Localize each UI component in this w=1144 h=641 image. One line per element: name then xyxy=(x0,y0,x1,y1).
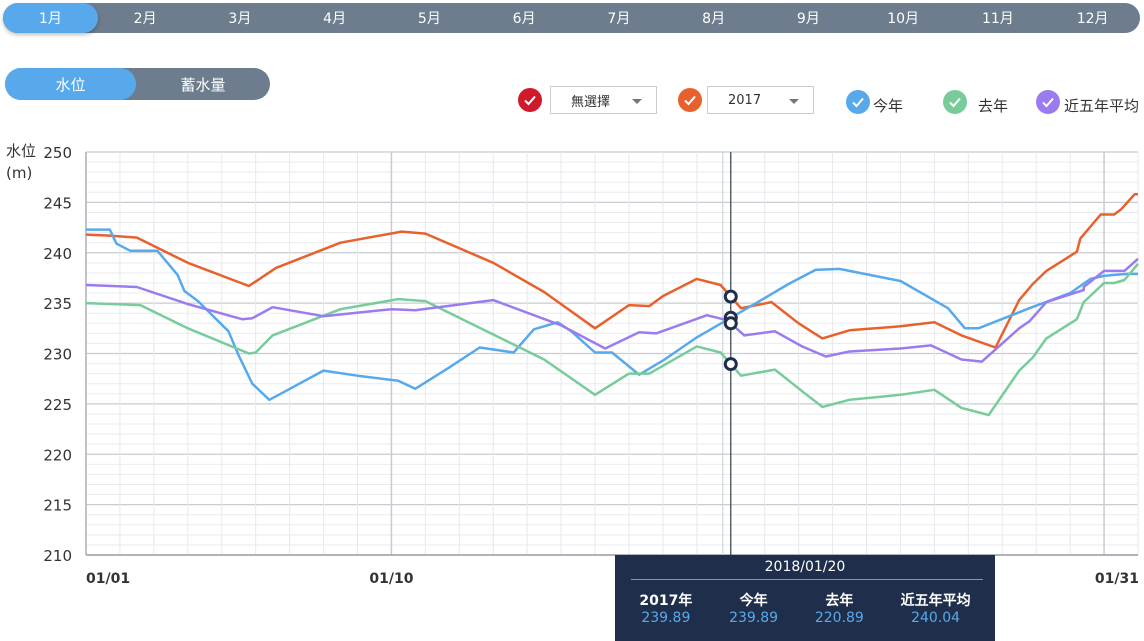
year-select-1-value: 無選擇 xyxy=(571,94,611,110)
month-tab-9[interactable]: 9月 xyxy=(796,11,820,27)
hover-point xyxy=(723,357,738,372)
mode-toggle: 水位 蓄水量 xyxy=(5,68,270,100)
y-tick-label: 215 xyxy=(43,497,72,515)
tooltip-item: 近五年平均 240.04 xyxy=(901,590,971,626)
tooltip-item-value: 239.89 xyxy=(729,610,779,626)
tooltip-item-name: 今年 xyxy=(739,593,768,609)
y-tick-label: 220 xyxy=(43,446,72,464)
y-tick-label: 225 xyxy=(43,396,72,414)
tooltip-item-name: 去年 xyxy=(825,593,854,609)
chevron-down-icon xyxy=(632,99,642,104)
tooltip-item: 去年 220.89 xyxy=(815,590,864,626)
tooltip-date: 2018/01/20 xyxy=(764,559,846,575)
tooltip-item-name: 2017年 xyxy=(639,593,693,609)
y-tick-label: 245 xyxy=(43,194,72,212)
series-line xyxy=(85,262,1139,417)
month-tab-4[interactable]: 4月 xyxy=(323,11,347,27)
month-tab-12[interactable]: 12月 xyxy=(1076,11,1109,27)
x-tick-label: 01/31 xyxy=(1095,571,1139,587)
y-tick-label: 250 xyxy=(43,144,72,162)
this-year-check-icon[interactable] xyxy=(846,90,870,114)
x-tick-label: 01/01 xyxy=(86,571,130,587)
y-tick-label: 240 xyxy=(43,245,72,263)
y-axis-title: 水位 (m) xyxy=(6,140,36,184)
series-line xyxy=(86,228,1138,402)
year-select-1[interactable]: 無選擇 xyxy=(550,86,657,114)
storage-volume-tab[interactable]: 蓄水量 xyxy=(180,75,226,94)
tooltip-item: 2017年 239.89 xyxy=(639,590,692,626)
month-tab-8[interactable]: 8月 xyxy=(702,11,726,27)
tooltip-item-name: 近五年平均 xyxy=(900,593,971,609)
month-tab-10[interactable]: 10月 xyxy=(887,11,920,27)
y-axis-title-line1: 水位 xyxy=(6,142,37,160)
chart-tooltip: 2018/01/20 2017年 239.89 今年 239.89 去年 220… xyxy=(615,555,995,641)
series-line xyxy=(85,257,1139,363)
month-tabs: 1月 2月 3月 4月 5月 6月 7月 8月 9月 10月 11月 12月 xyxy=(3,3,1140,33)
legend-this-year-label: 今年 xyxy=(873,97,904,115)
y-axis-title-line2: (m) xyxy=(6,164,33,182)
legend-last-year-label: 去年 xyxy=(978,97,1009,115)
five-year-avg-check-icon[interactable] xyxy=(1036,90,1060,114)
select-1-check-icon[interactable] xyxy=(518,88,542,112)
year-select-2[interactable]: 2017 xyxy=(707,86,814,114)
y-tick-label: 235 xyxy=(43,295,72,313)
year-select-2-value: 2017 xyxy=(728,92,762,108)
water-level-tab[interactable]: 水位 xyxy=(5,68,136,100)
month-tab-2[interactable]: 2月 xyxy=(133,11,157,27)
month-tab-3[interactable]: 3月 xyxy=(228,11,252,27)
select-2-check-icon[interactable] xyxy=(678,88,702,112)
y-tick-label: 230 xyxy=(43,346,72,364)
x-tick-label: 01/10 xyxy=(369,571,413,587)
legend-five-year-label: 近五年平均 xyxy=(1064,97,1140,115)
hover-point xyxy=(723,316,738,331)
last-year-check-icon[interactable] xyxy=(943,90,967,114)
month-tab-6[interactable]: 6月 xyxy=(512,11,536,27)
month-tab-11[interactable]: 11月 xyxy=(981,11,1014,27)
tooltip-item-value: 220.89 xyxy=(814,610,864,626)
legend-bar: 無選擇 2017 今年 去年 近五年平均 xyxy=(0,86,1144,120)
month-tab-5[interactable]: 5月 xyxy=(417,11,441,27)
chevron-down-icon xyxy=(789,99,799,104)
tooltip-item: 今年 239.89 xyxy=(729,590,778,626)
y-tick-label: 210 xyxy=(43,547,72,565)
series-line xyxy=(85,193,1138,349)
tooltip-divider xyxy=(631,579,983,580)
hover-point xyxy=(723,289,738,304)
tooltip-item-value: 240.04 xyxy=(911,610,961,626)
month-tab-1[interactable]: 1月 xyxy=(3,3,98,33)
month-tab-7[interactable]: 7月 xyxy=(607,11,631,27)
tooltip-item-value: 239.89 xyxy=(641,610,691,626)
